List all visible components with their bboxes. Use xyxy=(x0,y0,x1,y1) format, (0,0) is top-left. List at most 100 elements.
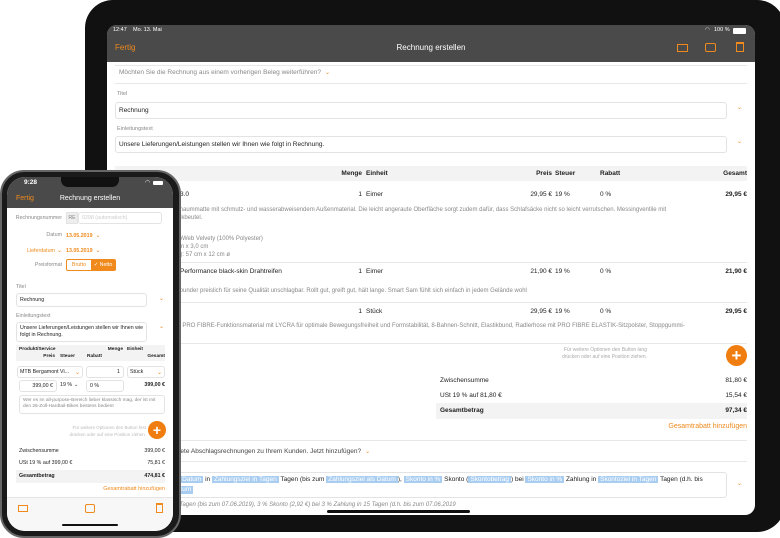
payment-terms-fragment: Tagen (d.h. bis xyxy=(658,476,703,483)
delivery-date-value: 13.05.2019 xyxy=(66,248,93,254)
wifi-icon: ◠ xyxy=(705,27,710,33)
title-value: Rechnung xyxy=(20,297,45,303)
subtotal-label: Zwischensumme xyxy=(440,377,489,384)
price-input[interactable]: 399,00 € xyxy=(19,380,57,392)
item-total: 29,95 € xyxy=(725,308,747,315)
product-select[interactable]: MTB Bergamont Vi... ⌄ xyxy=(17,366,83,378)
chevron-down-icon[interactable]: ⌄ xyxy=(737,139,743,145)
placeholder-token: Datum xyxy=(170,486,194,494)
item-description: Allrounder preislich für seine Qualität … xyxy=(171,288,527,294)
quantity-input[interactable]: 1 xyxy=(86,366,124,378)
page-title: Rechnung erstellen xyxy=(59,195,121,202)
col-steuer: Steuer xyxy=(555,170,576,177)
title-input[interactable]: Rechnung xyxy=(115,102,727,119)
delivery-date-dropdown[interactable]: Lieferdatum ⌄ xyxy=(27,247,62,255)
number-label: Rechnungsnummer xyxy=(15,215,62,221)
chevron-down-icon: ⌄ xyxy=(74,369,80,376)
chevron-down-icon[interactable]: ⌄ xyxy=(737,105,743,111)
tablet-navbar xyxy=(107,25,755,62)
intro-input[interactable]: Unsere Lieferungen/Leistungen stellen wi… xyxy=(16,322,147,342)
item-total: 399,00 € xyxy=(144,382,165,388)
discount-value: 0 % xyxy=(90,383,100,389)
add-position-button[interactable]: + xyxy=(726,345,747,366)
price-format-label: Preisformat xyxy=(34,262,62,268)
col-einheit: Einheit xyxy=(127,347,143,352)
placeholder-token[interactable]: Skonto in % xyxy=(403,476,443,483)
payment-terms-fragment: Zahlung in xyxy=(564,476,599,483)
tablet-screen: 12:47 Mo. 13. Mai ◠ 100 % Fertig Rechnun… xyxy=(107,25,755,515)
payment-terms-input[interactable]: als Datum in Zahlungsziel in Tagen Tagen… xyxy=(147,472,727,498)
vat-value: 15,54 € xyxy=(725,392,747,399)
tax-value: 19 % xyxy=(60,382,73,388)
item-unit: Stück xyxy=(366,308,383,315)
status-date: Mo. 13. Mai xyxy=(133,27,162,33)
intro-label: Einleitungstext xyxy=(117,126,153,132)
intro-label: Einleitungstext xyxy=(16,313,51,319)
total-value: 97,34 € xyxy=(725,407,747,414)
add-discount-link[interactable]: Gesamtrabatt hinzufügen xyxy=(668,423,747,430)
brutto-option[interactable]: Brutto xyxy=(71,262,87,268)
number-prefix: RE xyxy=(66,212,78,224)
add-position-button[interactable]: + xyxy=(148,421,166,439)
date-picker[interactable]: 13.05.2019 ⌄ xyxy=(66,232,101,240)
continue-prompt-row[interactable]: Möchten Sie die Rechnung aus einem vorhe… xyxy=(119,69,330,77)
delivery-date-picker[interactable]: 13.05.2019 ⌄ xyxy=(66,247,101,255)
item-description: nkl.): 57 cm x 12 cm ø xyxy=(171,252,231,258)
title-input[interactable]: Rechnung xyxy=(16,293,147,307)
netto-option[interactable]: ✓ Netto xyxy=(91,260,115,270)
col-steuer: Steuer xyxy=(60,354,75,359)
placeholder-token[interactable]: Skontoziel in Tagen xyxy=(598,476,659,483)
number-placeholder: 0298 (automatisch) xyxy=(82,215,128,221)
vat-label: USt 19 % auf 81,80 € xyxy=(440,392,502,399)
item-tax: 19 % xyxy=(555,308,570,315)
col-rabatt: Rabatt xyxy=(600,170,621,177)
status-time: 12:47 xyxy=(113,27,127,33)
col-menge: Menge xyxy=(341,170,362,177)
item-unit: Eimer xyxy=(366,191,383,198)
chevron-down-icon[interactable]: ⌄ xyxy=(159,296,165,302)
col-product: Produkt/Service xyxy=(19,347,56,352)
number-input[interactable]: 0298 (automatisch) xyxy=(78,212,162,224)
subtotal-value: 399,00 € xyxy=(144,448,165,454)
payment-terms-fragment: Tagen (bis zum xyxy=(278,476,327,483)
placeholder-token[interactable]: Skonto in % xyxy=(525,476,565,483)
vat-value: 75,81 € xyxy=(147,460,165,466)
intro-value: Unsere Lieferungen/Leistungen stellen wi… xyxy=(20,325,144,338)
placeholder-token[interactable]: Zahlungsziel als Datum xyxy=(326,476,398,483)
unit-select[interactable]: Stück ⌄ xyxy=(127,366,165,378)
item-description-input[interactable]: Wer es im all-purpose-Bereich lieber kla… xyxy=(19,395,165,414)
hint-line-2: drücken oder auf eine Position ziehen. xyxy=(69,432,146,437)
item-total: 21,90 € xyxy=(725,268,747,275)
add-discount-link[interactable]: Gesamtrabatt hinzufügen xyxy=(103,486,165,492)
printer-icon[interactable] xyxy=(85,504,95,513)
mail-icon[interactable] xyxy=(677,44,688,52)
trash-icon[interactable] xyxy=(156,503,163,513)
chevron-down-icon[interactable]: ⌄ xyxy=(737,481,743,487)
mail-icon[interactable] xyxy=(18,505,28,512)
table-header xyxy=(16,345,165,361)
printer-icon[interactable] xyxy=(705,43,716,52)
placeholder-token[interactable]: Skontobetrag xyxy=(468,476,511,483)
placeholder-token[interactable]: Zahlungsziel in Tagen xyxy=(211,476,279,483)
delivery-label: Lieferdatum xyxy=(26,248,55,254)
item-name: Performance black-skin Drahtreifen xyxy=(180,268,282,275)
tax-select[interactable]: 19 % ⌄ xyxy=(60,382,78,389)
hint-line-1: Für weitere Optionen den Button fest xyxy=(72,425,146,430)
item-tax: 19 % xyxy=(555,268,570,275)
subtotal-label: Zwischensumme xyxy=(19,448,59,454)
battery-icon xyxy=(733,28,746,34)
chevron-down-icon[interactable]: ⌄ xyxy=(159,324,165,330)
item-total: 29,95 € xyxy=(725,191,747,198)
intro-input[interactable]: Unsere Lieferungen/Leistungen stellen wi… xyxy=(115,136,727,153)
col-gesamt: Gesamt xyxy=(723,170,747,177)
notch xyxy=(61,177,119,187)
discount-input[interactable]: 0 % xyxy=(86,380,124,392)
trash-icon[interactable] xyxy=(736,42,744,52)
price-format-toggle: Brutto ✓ Netto xyxy=(66,259,116,271)
advance-invoice-row[interactable]: rdnete Abschlagsrechnungen zu Ihrem Kund… xyxy=(171,448,370,456)
done-button[interactable]: Fertig xyxy=(16,195,34,202)
item-description: llschaummatte mit schmutz- und wasserabw… xyxy=(171,207,667,213)
done-button[interactable]: Fertig xyxy=(115,43,136,52)
item-qty: 1 xyxy=(358,191,362,198)
chevron-down-icon: ⌄ xyxy=(74,382,79,388)
